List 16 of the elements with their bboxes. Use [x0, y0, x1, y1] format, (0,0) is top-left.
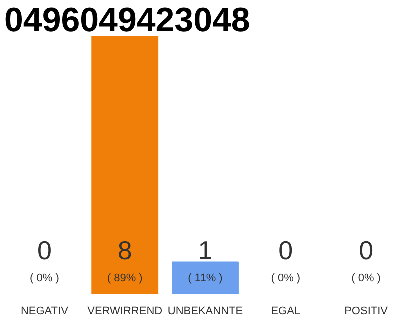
- data-label: 0: [359, 236, 374, 266]
- annotation: ( 11% ): [188, 272, 223, 284]
- x-tick-label: EGAL: [271, 306, 301, 318]
- data-label: 0: [278, 236, 294, 266]
- annotation: ( 0% ): [271, 272, 301, 284]
- annotation: ( 0% ): [30, 272, 60, 284]
- data-label: 8: [118, 236, 132, 266]
- chart-title: 0496049423048: [4, 2, 250, 40]
- data-label: 0: [37, 236, 52, 266]
- x-tick-label: VERWIRREND: [88, 306, 163, 318]
- data-label: 1: [198, 236, 213, 266]
- annotation: ( 0% ): [352, 272, 381, 284]
- annotation: ( 89% ): [107, 272, 143, 284]
- x-tick-label: NEGATIV: [20, 306, 70, 318]
- x-tick-label: POSITIV: [344, 306, 389, 318]
- x-tick-label: UNBEKANNTE: [168, 306, 244, 318]
